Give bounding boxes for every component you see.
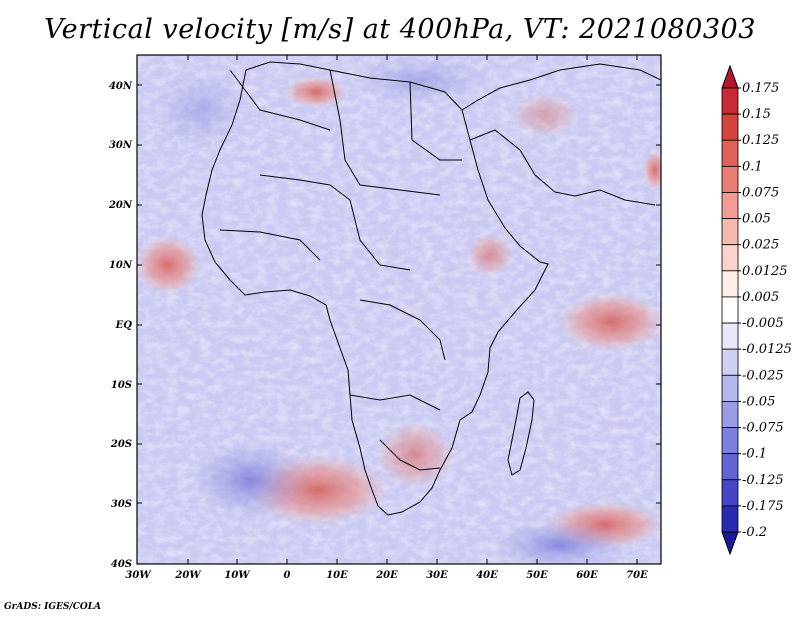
colorbar-label: -0.175 xyxy=(742,499,784,514)
velocity-field xyxy=(137,55,661,564)
colorbar-label: -0.0125 xyxy=(742,342,792,357)
lon-label-10w: 10W xyxy=(224,570,251,581)
lat-label-40n: 40N xyxy=(109,81,133,92)
lon-label-70e: 70E xyxy=(626,570,648,581)
colorbar-label: -0.025 xyxy=(742,368,784,383)
colorbar-swatch xyxy=(721,322,739,350)
lon-label-60e: 60E xyxy=(576,570,598,581)
lon-label-10e: 10E xyxy=(326,570,348,581)
lon-label-30e: 30E xyxy=(426,570,448,581)
colorbar-label: 0.005 xyxy=(742,290,779,305)
colorbar-swatch xyxy=(721,244,739,272)
lat-label-20n: 20N xyxy=(108,200,133,211)
colorbar-swatch xyxy=(721,113,739,141)
colorbar-label: 0.15 xyxy=(742,107,771,122)
colorbar-swatch xyxy=(721,453,739,481)
africa-coastline xyxy=(201,61,661,516)
lon-label-30w: 30W xyxy=(125,570,152,581)
lon-label-0: 0 xyxy=(284,570,291,581)
colorbar-label: -0.1 xyxy=(742,447,767,462)
colorbar-swatch xyxy=(721,427,739,455)
colorbar-label: 0.175 xyxy=(742,81,779,96)
colorbar-swatch xyxy=(721,87,739,115)
chart-title: Vertical velocity [m/s] at 400hPa, VT: 2… xyxy=(44,14,756,45)
colorbar: 0.175 0.15 0.125 0.1 0.075 0.05 0.025 0.0125 0.0… xyxy=(721,64,792,556)
credit-label: GrADS: IGES/COLA xyxy=(4,602,102,612)
lat-label-10n: 10N xyxy=(109,260,133,271)
lat-label-eq: EQ xyxy=(115,320,133,331)
lat-label-20s: 20S xyxy=(110,439,132,450)
colorbar-label: 0.025 xyxy=(742,238,779,253)
colorbar-swatch xyxy=(721,165,739,193)
colorbar-bottom-arrow xyxy=(721,531,739,556)
colorbar-swatch xyxy=(721,270,739,298)
colorbar-label: 0.05 xyxy=(742,212,771,227)
colorbar-label: -0.2 xyxy=(742,525,767,540)
colorbar-label: -0.005 xyxy=(742,316,784,331)
colorbar-swatch xyxy=(721,218,739,246)
colorbar-swatch xyxy=(721,479,739,507)
lon-axis: 30W 20W 10W 0 10E 20E 30E 40E 50E 60E 70… xyxy=(125,55,648,581)
lat-label-30s: 30S xyxy=(111,499,132,510)
lon-label-40e: 40E xyxy=(476,570,498,581)
colorbar-swatch xyxy=(721,348,739,376)
colorbar-label: -0.125 xyxy=(742,473,784,488)
lat-label-30n: 30N xyxy=(109,140,133,151)
lat-label-10s: 10S xyxy=(111,380,132,391)
colorbar-top-arrow xyxy=(721,64,739,89)
colorbar-label: 0.1 xyxy=(742,159,763,174)
colorbar-label: 0.075 xyxy=(742,185,779,200)
lon-label-50e: 50E xyxy=(526,570,548,581)
map-frame xyxy=(136,54,662,565)
colorbar-swatch xyxy=(721,139,739,167)
colorbar-swatch xyxy=(721,374,739,402)
lat-label-40s: 40S xyxy=(111,559,132,570)
colorbar-label: 0.0125 xyxy=(742,264,788,279)
lat-axis: 40N 30N 20N 10N EQ 10S 20S 30S 40S xyxy=(108,81,661,570)
colorbar-swatch xyxy=(721,505,739,533)
colorbar-label: -0.075 xyxy=(742,421,784,436)
colorbar-label: -0.05 xyxy=(742,394,775,409)
colorbar-swatch xyxy=(721,401,739,428)
colorbar-swatch xyxy=(721,296,739,324)
colorbar-swatch xyxy=(721,192,739,219)
colorbar-label: 0.125 xyxy=(742,133,779,148)
lon-label-20e: 20E xyxy=(375,570,398,581)
lon-label-20w: 20W xyxy=(174,570,202,581)
